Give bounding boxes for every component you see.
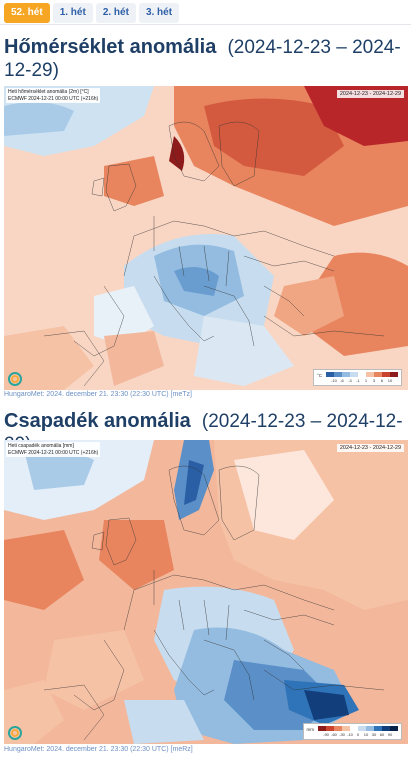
- temp-date-range: (2024-12-23 – 2024-12-29): [4, 37, 401, 81]
- precip-title-text: Csapadék anomália: [4, 410, 191, 432]
- legend-swatch: [334, 372, 342, 377]
- temp-title-text: Hőmérséklet anomália: [4, 36, 217, 58]
- legend-swatch: [326, 372, 334, 377]
- precip-map-label-line2: ECMWF 2024-12-21 00:00 UTC (+216h): [8, 449, 99, 456]
- tab-week-3[interactable]: 3. hét: [138, 3, 180, 23]
- legend-swatch: [318, 726, 326, 731]
- temp-map-range: 2024-12-23 - 2024-12-29: [336, 90, 404, 98]
- precip-legend-unit: mm: [306, 727, 315, 732]
- legend-swatch: [326, 726, 334, 731]
- temp-map-graphic: [4, 86, 408, 390]
- legend-tick: -90: [323, 732, 329, 737]
- tab-divider: [0, 24, 411, 25]
- legend-tick: 60: [379, 732, 385, 737]
- legend-swatch: [374, 372, 382, 377]
- legend-swatch: [374, 726, 382, 731]
- temp-map-label-line1: Heti hőmérséklet anomália (2m) [°C]: [8, 89, 89, 95]
- legend-swatch: [342, 726, 350, 731]
- hungaromet-logo-icon: [8, 726, 22, 740]
- legend-swatch: [390, 726, 398, 731]
- legend-swatch: [350, 372, 358, 377]
- week-tabs: 52. hét 1. hét 2. hét 3. hét: [4, 3, 180, 23]
- legend-swatch: [358, 726, 366, 731]
- legend-swatch: [358, 372, 366, 377]
- legend-tick: -6: [340, 378, 344, 383]
- hungaromet-logo-icon: [8, 372, 22, 386]
- legend-tick: -1: [356, 378, 360, 383]
- legend-swatch: [390, 372, 398, 377]
- tab-week-52[interactable]: 52. hét: [4, 3, 50, 23]
- legend-swatch: [366, 372, 374, 377]
- precip-legend-ticks: -90 -60 -30 -10 0 10 30 60 90: [322, 732, 398, 737]
- legend-swatch: [366, 726, 374, 731]
- legend-tick: 10: [387, 378, 393, 383]
- precip-map-graphic: [4, 440, 408, 744]
- temp-map-label: Heti hőmérséklet anomália (2m) [°C] ECMW…: [6, 88, 101, 103]
- legend-tick: -60: [331, 732, 337, 737]
- legend-swatch: [382, 726, 390, 731]
- temp-anomaly-map[interactable]: Heti hőmérséklet anomália (2m) [°C] ECMW…: [4, 86, 408, 390]
- temp-legend-unit: °C: [316, 373, 322, 378]
- legend-tick: -10: [331, 378, 337, 383]
- precip-color-legend: mm -90 -60 -30 -10 0 10 30 60 90: [302, 723, 402, 740]
- legend-tick: 90: [387, 732, 393, 737]
- legend-tick: 3: [372, 378, 376, 383]
- precip-legend-swatches: [318, 726, 398, 731]
- tab-week-1[interactable]: 1. hét: [52, 3, 93, 23]
- temp-credit: HungaroMet: 2024. december 21. 23:30 (22…: [4, 391, 192, 398]
- precip-credit: HungaroMet: 2024. december 21. 23:30 (22…: [4, 746, 193, 753]
- temp-legend-ticks: -10 -6 -3 -1 1 3 6 10: [330, 378, 398, 383]
- legend-tick: 6: [380, 378, 384, 383]
- legend-swatch: [382, 372, 390, 377]
- legend-tick: -10: [347, 732, 353, 737]
- temp-anomaly-title: Hőmérséklet anomália (2024-12-23 – 2024-…: [4, 36, 404, 82]
- tab-week-2[interactable]: 2. hét: [95, 3, 136, 23]
- legend-swatch: [342, 372, 350, 377]
- legend-swatch: [350, 726, 358, 731]
- legend-tick: -3: [348, 378, 352, 383]
- precip-map-label-line1: Heti csapadék anomália [mm]: [8, 443, 74, 449]
- legend-tick: 30: [371, 732, 377, 737]
- legend-tick: -30: [339, 732, 345, 737]
- precip-anomaly-map[interactable]: Heti csapadék anomália [mm] ECMWF 2024-1…: [4, 440, 408, 744]
- legend-tick: 0: [356, 732, 360, 737]
- precip-map-label: Heti csapadék anomália [mm] ECMWF 2024-1…: [6, 442, 101, 457]
- temp-color-legend: °C -10 -6 -3 -1 1 3 6 10: [312, 369, 402, 386]
- precip-map-range: 2024-12-23 - 2024-12-29: [336, 444, 404, 452]
- temp-legend-swatches: [326, 372, 398, 377]
- legend-tick: 1: [364, 378, 368, 383]
- temp-map-label-line2: ECMWF 2024-12-21 00:00 UTC (+216h): [8, 95, 99, 102]
- legend-swatch: [334, 726, 342, 731]
- legend-tick: 10: [363, 732, 369, 737]
